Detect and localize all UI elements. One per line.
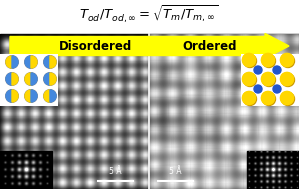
Circle shape (6, 90, 18, 102)
Circle shape (273, 85, 281, 93)
Circle shape (242, 91, 256, 105)
Wedge shape (25, 73, 31, 85)
Wedge shape (12, 90, 18, 102)
Circle shape (280, 53, 294, 67)
Circle shape (44, 73, 56, 85)
Circle shape (242, 53, 256, 67)
Circle shape (281, 74, 295, 87)
Wedge shape (31, 56, 37, 68)
Circle shape (280, 91, 294, 105)
Circle shape (242, 73, 256, 85)
Circle shape (263, 54, 275, 67)
Circle shape (25, 73, 37, 85)
Circle shape (262, 53, 274, 67)
Circle shape (44, 90, 56, 102)
Wedge shape (44, 73, 50, 85)
Circle shape (281, 54, 295, 67)
Circle shape (280, 73, 294, 85)
FancyArrow shape (10, 33, 289, 59)
Wedge shape (50, 90, 56, 102)
Circle shape (273, 66, 281, 74)
Bar (0, 34, 299, 189)
Circle shape (6, 56, 18, 68)
Circle shape (262, 91, 274, 105)
Circle shape (254, 85, 262, 93)
Circle shape (263, 74, 275, 87)
Bar (247, 151, 299, 189)
Circle shape (242, 91, 256, 105)
Circle shape (243, 74, 257, 87)
Circle shape (262, 53, 274, 67)
Bar (241, 54, 299, 106)
Circle shape (25, 56, 37, 68)
Text: 5 Å: 5 Å (169, 167, 182, 176)
Text: 5 Å: 5 Å (109, 167, 122, 176)
Wedge shape (31, 90, 37, 102)
Bar (0, 54, 58, 106)
Circle shape (242, 53, 256, 67)
Wedge shape (44, 56, 50, 68)
Text: Ordered: Ordered (183, 40, 237, 53)
Circle shape (242, 73, 256, 85)
Circle shape (6, 73, 18, 85)
Circle shape (263, 92, 275, 105)
Wedge shape (50, 73, 56, 85)
Wedge shape (12, 56, 18, 68)
Circle shape (254, 66, 262, 74)
Wedge shape (6, 56, 12, 68)
Circle shape (280, 91, 294, 105)
Wedge shape (6, 90, 12, 102)
Circle shape (243, 92, 257, 105)
Circle shape (281, 92, 295, 105)
Circle shape (280, 73, 294, 85)
Circle shape (262, 91, 274, 105)
Bar (0, 151, 52, 189)
Circle shape (243, 54, 257, 67)
Circle shape (280, 53, 294, 67)
Wedge shape (25, 90, 31, 102)
Circle shape (262, 73, 274, 85)
Wedge shape (44, 90, 50, 102)
Circle shape (25, 90, 37, 102)
Text: $T_{od}/T_{od,\infty} = \sqrt{T_m/T_{m,\infty}}$: $T_{od}/T_{od,\infty} = \sqrt{T_m/T_{m,\… (79, 3, 219, 25)
Wedge shape (6, 73, 12, 85)
Circle shape (44, 56, 56, 68)
Wedge shape (25, 56, 31, 68)
Circle shape (262, 73, 274, 85)
Text: Disordered: Disordered (58, 40, 132, 53)
Wedge shape (50, 56, 56, 68)
Wedge shape (12, 73, 18, 85)
Wedge shape (31, 73, 37, 85)
